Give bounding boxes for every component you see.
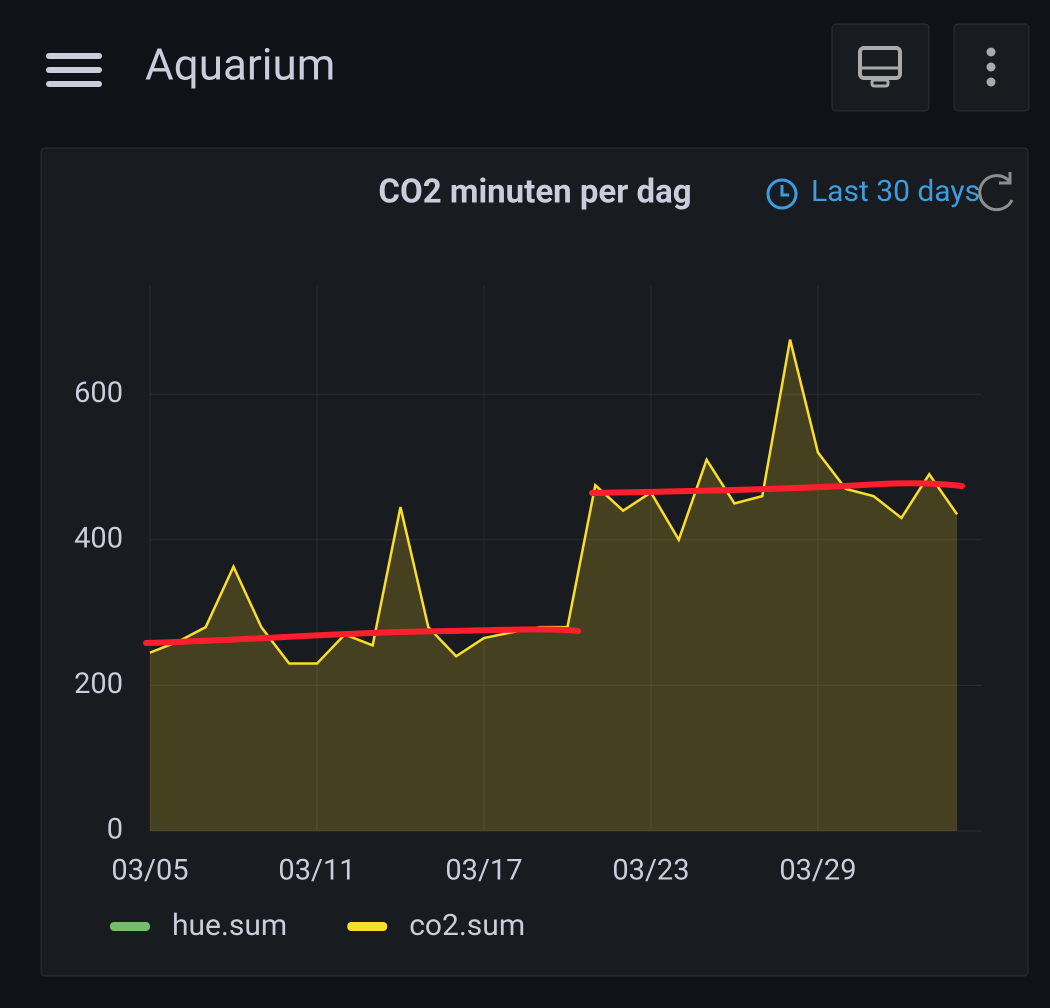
area-fill [150, 339, 958, 831]
panel-title: CO2 minuten per dag [378, 173, 691, 212]
legend-label: hue.sum [172, 908, 287, 943]
more-button[interactable] [953, 23, 1030, 112]
hand-drawn-line [589, 480, 965, 496]
monitor-icon [870, 78, 890, 88]
annotation-strokes [143, 480, 965, 646]
dot [986, 47, 996, 57]
plot: 0 200 400 600 03/05 03/11 03/17 03/23 03/29 [74, 285, 982, 888]
menu-bar [46, 53, 102, 59]
clock-icon [780, 185, 789, 197]
x-tick-label: 03/23 [612, 854, 689, 888]
x-tick-label: 03/17 [445, 854, 522, 888]
legend-swatch [110, 922, 150, 931]
legend: hue.sum co2.sum [110, 908, 525, 943]
tv-mode-button[interactable] [831, 23, 930, 112]
x-tick-label: 03/05 [111, 854, 188, 888]
dashboard-title: Aquarium [145, 39, 335, 91]
y-tick-label: 400 [74, 521, 123, 555]
time-range[interactable]: Last 30 days [766, 174, 980, 210]
y-tick-label: 0 [107, 813, 123, 847]
monitor-icon [858, 46, 902, 80]
refresh-icon[interactable] [978, 172, 1014, 212]
clock-icon [766, 178, 798, 210]
hand-drawn-line [143, 626, 581, 646]
dot [986, 62, 996, 72]
dot [986, 77, 996, 87]
x-tick-label: 03/11 [278, 854, 355, 888]
legend-label: co2.sum [409, 908, 525, 943]
menu-bar [46, 81, 102, 87]
y-tick-label: 600 [74, 376, 123, 410]
menu-bar [46, 67, 102, 73]
x-tick-label: 03/29 [779, 854, 856, 888]
panel [40, 147, 1029, 977]
time-range-label: Last 30 days [811, 174, 980, 209]
menu-button[interactable] [46, 53, 102, 87]
y-tick-label: 200 [74, 667, 123, 701]
legend-swatch [347, 922, 388, 931]
